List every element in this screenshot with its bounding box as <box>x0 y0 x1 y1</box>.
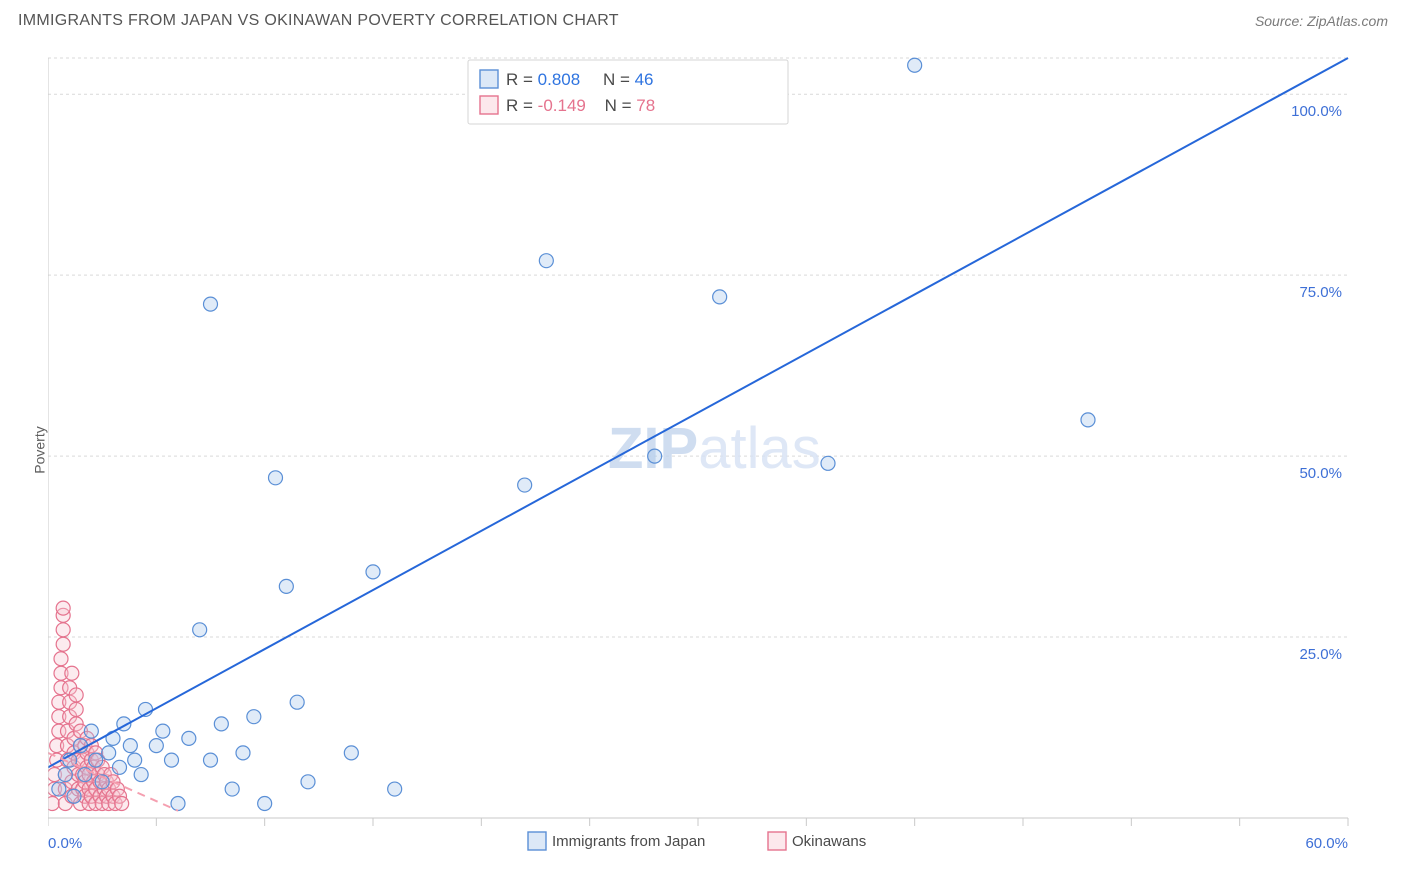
svg-text:50.0%: 50.0% <box>1299 465 1342 482</box>
x-tick-max: 60.0% <box>1305 835 1348 852</box>
watermark-text: ZIPatlas <box>608 416 821 481</box>
japan-immigrants-points <box>52 58 1095 810</box>
bottom-legend: Immigrants from Japan Okinawans <box>528 832 866 850</box>
y-tick-labels: 25.0% 50.0% 75.0% 100.0% <box>1291 103 1342 663</box>
chart-header: IMMIGRANTS FROM JAPAN VS OKINAWAN POVERT… <box>0 0 1406 38</box>
legend-swatch-blue <box>528 832 546 850</box>
stats-row-pink: R = -0.149 N = 78 <box>506 96 655 115</box>
source-attribution: Source: ZipAtlas.com <box>1255 13 1388 29</box>
scatter-plot-svg: ZIPatlas R = 0.808 N = 46 R = -0.149 N =… <box>48 48 1388 852</box>
gridlines <box>48 58 1348 637</box>
svg-text:25.0%: 25.0% <box>1299 646 1342 663</box>
trendline-blue <box>48 58 1348 767</box>
legend-label-pink: Okinawans <box>792 833 866 850</box>
stats-swatch-blue <box>480 70 498 88</box>
y-axis-label: Poverty <box>32 426 48 473</box>
chart-area: Poverty ZIPatlas R = 0.808 N = 46 R = -0… <box>48 48 1388 852</box>
axis-ticks <box>48 818 1348 826</box>
x-tick-min: 0.0% <box>48 835 82 852</box>
stats-swatch-pink <box>480 96 498 114</box>
svg-text:100.0%: 100.0% <box>1291 103 1342 120</box>
legend-swatch-pink <box>768 832 786 850</box>
svg-text:75.0%: 75.0% <box>1299 284 1342 301</box>
legend-label-blue: Immigrants from Japan <box>552 833 705 850</box>
chart-title: IMMIGRANTS FROM JAPAN VS OKINAWAN POVERT… <box>18 12 619 30</box>
stats-row-blue: R = 0.808 N = 46 <box>506 70 654 89</box>
stats-box: R = 0.808 N = 46 R = -0.149 N = 78 <box>468 60 788 124</box>
